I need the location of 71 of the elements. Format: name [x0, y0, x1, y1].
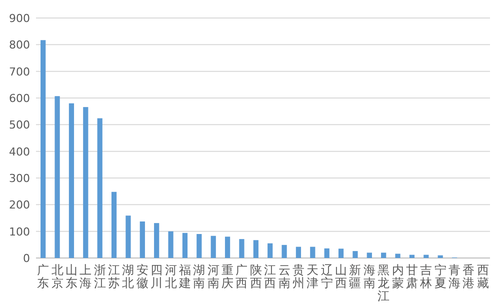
x-tick-label: 黑龙江	[378, 263, 390, 303]
x-tick-label: 河北	[164, 263, 177, 290]
x-tick-label: 新疆	[349, 263, 362, 290]
x-tick-label: 甘肃	[406, 263, 418, 290]
x-tick-label: 北京	[51, 263, 64, 290]
bar	[282, 244, 287, 258]
x-tick-label: 广东	[37, 263, 50, 290]
bar	[409, 254, 415, 258]
x-tick-label: 广西	[236, 263, 248, 290]
x-tick-label: 云南	[278, 263, 290, 290]
bar	[338, 248, 344, 258]
x-tick-label: 湖北	[122, 263, 134, 290]
bar	[296, 246, 302, 258]
y-tick-label: 800	[9, 38, 30, 52]
bar	[168, 231, 174, 258]
x-tick-label: 辽宁	[320, 263, 333, 290]
bar	[352, 251, 358, 258]
y-tick-label: 0	[23, 252, 30, 265]
bar	[111, 192, 117, 258]
x-tick-label: 西藏	[476, 263, 489, 290]
bar	[438, 255, 443, 258]
bar	[253, 240, 258, 258]
x-tick-label: 河南	[207, 263, 220, 290]
bar	[40, 40, 46, 258]
bar	[140, 221, 145, 258]
x-tick-label: 吉林	[419, 263, 432, 290]
x-tick-label: 上海	[80, 263, 92, 290]
y-tick-label: 300	[9, 172, 30, 185]
x-tick-label: 安徽	[136, 263, 148, 290]
x-tick-label: 重庆	[222, 263, 234, 290]
x-tick-label: 海南	[363, 263, 376, 290]
x-tick-label: 山东	[65, 263, 78, 290]
bar	[182, 232, 188, 258]
bar	[210, 236, 216, 258]
bar	[424, 254, 429, 258]
x-tick-label: 山西	[335, 263, 348, 290]
x-tick-label: 四川	[150, 263, 163, 290]
x-tick-label: 福建	[178, 263, 191, 290]
bar	[381, 252, 386, 258]
bar	[97, 118, 102, 258]
x-tick-label: 湖南	[193, 263, 206, 290]
y-tick-label: 900	[9, 12, 30, 25]
x-tick-label: 贵州	[292, 263, 304, 290]
y-tick-label: 100	[9, 225, 30, 238]
bar	[83, 107, 88, 258]
y-tick-label: 400	[9, 145, 30, 158]
x-tick-label: 浙江	[94, 263, 106, 290]
y-tick-label: 500	[9, 118, 30, 132]
x-tick-label: 宁夏	[434, 263, 446, 290]
y-tick-label: 700	[9, 65, 30, 78]
bar	[268, 243, 273, 258]
bar	[366, 252, 372, 258]
bar	[154, 223, 160, 258]
x-tick-label: 江西	[264, 263, 276, 290]
x-tick-label: 内蒙	[392, 263, 404, 290]
bar	[239, 239, 244, 258]
bar	[126, 216, 131, 258]
y-tick-label: 200	[9, 198, 30, 212]
bar	[224, 236, 230, 258]
bar	[68, 103, 74, 258]
bar	[196, 234, 202, 258]
x-tick-label: 江苏	[108, 263, 120, 290]
bar	[324, 248, 330, 258]
x-tick-label: 天津	[306, 263, 319, 290]
x-tick-label: 香港	[462, 263, 475, 290]
bar	[54, 96, 60, 258]
bar	[395, 254, 400, 258]
x-tick-label: 青海	[448, 263, 461, 290]
x-tick-label: 陕西	[250, 263, 262, 290]
bar	[310, 246, 316, 258]
y-tick-label: 600	[9, 92, 30, 105]
